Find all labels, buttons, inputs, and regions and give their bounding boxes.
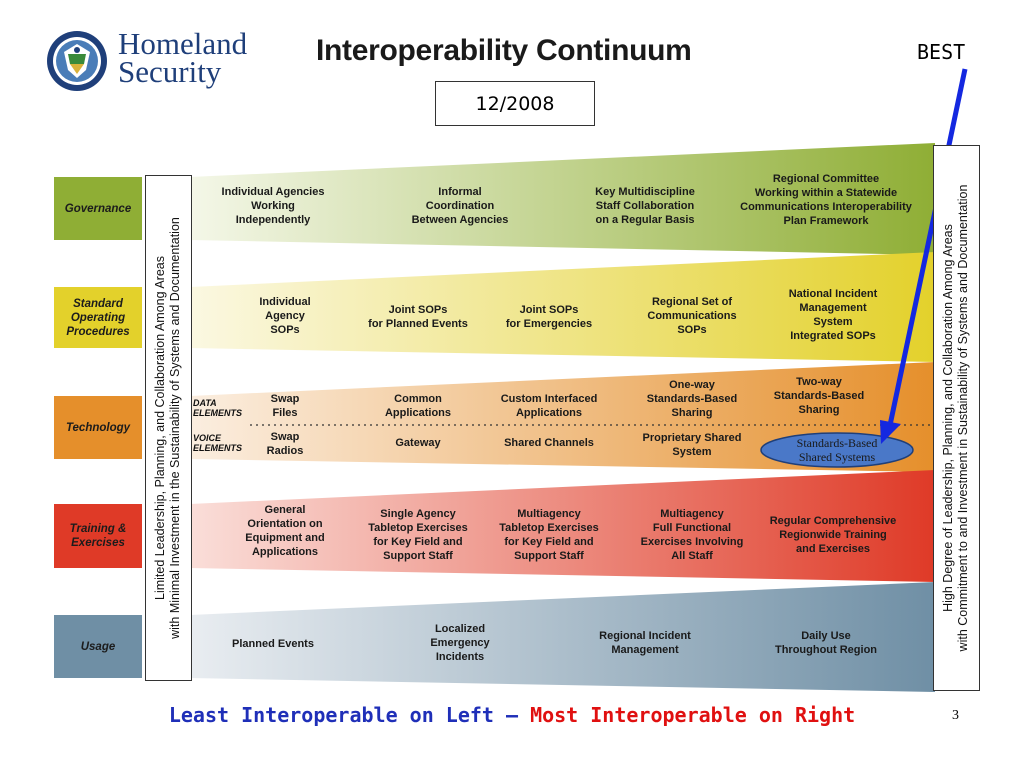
right-side-line-1: High Degree of Leadership, Planning, and… — [941, 224, 955, 612]
most-interoperable-text: Most Interoperable on Right — [530, 703, 856, 727]
date-text: 12/2008 — [475, 92, 555, 115]
usage-cell: Daily Use Throughout Region — [774, 630, 878, 656]
tech-data-cell: Common Applications — [384, 393, 452, 419]
sop-cell: Regional Set of Communications SOPs — [647, 296, 737, 336]
sop-cell: Individual Agency SOPs — [259, 296, 311, 336]
logo-line-1: Homeland — [118, 26, 248, 61]
bottom-caption: Least Interoperable on Left – Most Inter… — [0, 703, 1024, 727]
governance-band — [190, 143, 935, 255]
usage-cell: Planned Events — [232, 638, 314, 650]
governance-cell: Key Multidiscipline Staff Collaboration … — [595, 186, 695, 226]
homeland-security-logo: Homeland Security — [118, 26, 248, 89]
training-band — [190, 470, 935, 582]
training-cell: Multiagency Tabletop Exercises for Key F… — [499, 508, 599, 562]
row-label-governance: Governance — [64, 202, 132, 215]
page-title: Interoperability Continuum — [316, 34, 692, 67]
left-side-box — [145, 175, 192, 681]
usage-cell: Regional Incident Management — [599, 630, 691, 656]
standards-based-shared-systems-label: Standards-Based Shared Systems — [796, 436, 878, 464]
sop-label-block — [54, 287, 142, 348]
row-label-sop: Standard Operating Procedures — [66, 297, 130, 338]
least-interoperable-text: Least Interoperable on Left — [168, 703, 494, 727]
training-cell: General Orientation on Equipment and App… — [245, 504, 325, 558]
best-label: BEST — [917, 40, 966, 64]
right-side-line-2: with Commitment to and Investment in Sus… — [956, 184, 970, 652]
tech-data-cell: Two-way Standards-Based Sharing — [773, 376, 865, 416]
voice-elements-label: VOICE ELEMENTS — [193, 433, 243, 453]
dhs-seal-icon — [47, 31, 107, 91]
tech-data-cell: Swap Files — [270, 393, 300, 419]
row-label-technology: Technology — [65, 421, 131, 434]
tech-voice-cell: Swap Radios — [266, 431, 304, 457]
logo-line-2: Security — [118, 54, 222, 89]
caption-dash: – — [493, 703, 531, 727]
governance-cell: Informal Coordination Between Agencies — [411, 186, 509, 226]
governance-cell: Regional Committee Working within a Stat… — [740, 173, 912, 227]
training-cell: Regular Comprehensive Regionwide Trainin… — [769, 515, 897, 555]
date-box: 12/2008 — [435, 81, 595, 126]
row-label-training: Training & Exercises — [69, 523, 127, 549]
sop-cell: National Incident Management System Inte… — [788, 288, 878, 342]
right-side-box — [933, 145, 980, 691]
sop-cell: Joint SOPs for Emergencies — [505, 304, 593, 330]
row-label-usage: Usage — [80, 640, 116, 653]
training-cell: Multiagency Full Functional Exercises In… — [640, 508, 744, 562]
left-side-line-1: Limited Leadership, Planning, and Collab… — [153, 256, 167, 600]
data-elements-label: DATA ELEMENTS — [193, 398, 243, 418]
sop-band — [190, 252, 935, 362]
page-number: 3 — [952, 708, 959, 723]
left-side-line-2: with Minimal Investment in the Sustainab… — [168, 217, 182, 639]
governance-cell: Individual Agencies Working Independentl… — [221, 186, 325, 226]
left-side-text: Limited Leadership, Planning, and Collab… — [153, 217, 183, 639]
best-arrowhead — [880, 420, 901, 444]
technology-label-block — [54, 396, 142, 459]
usage-label-block — [54, 615, 142, 678]
tech-voice-cell: Gateway — [395, 437, 441, 449]
technology-band — [190, 362, 935, 472]
right-side-text: High Degree of Leadership, Planning, and… — [941, 185, 971, 652]
training-cell: Single Agency Tabletop Exercises for Key… — [368, 508, 468, 562]
tech-voice-cell: Shared Channels — [504, 437, 594, 449]
governance-label-block — [54, 177, 142, 240]
usage-cell: Localized Emergency Incidents — [430, 623, 490, 663]
tech-data-cell: One-way Standards-Based Sharing — [646, 379, 738, 419]
tech-voice-cell: Proprietary Shared System — [642, 432, 742, 458]
tech-data-cell: Custom Interfaced Applications — [500, 393, 598, 419]
usage-band — [190, 582, 935, 692]
standards-based-ellipse — [760, 432, 914, 468]
sop-cell: Joint SOPs for Planned Events — [368, 304, 468, 330]
best-arrow — [886, 68, 968, 431]
training-label-block — [54, 504, 142, 568]
